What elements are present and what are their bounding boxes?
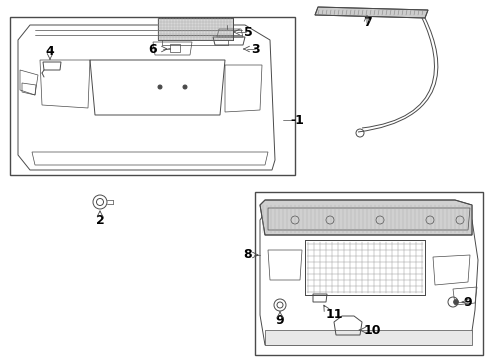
Polygon shape xyxy=(314,7,427,18)
Bar xyxy=(10,17,294,175)
Text: 8: 8 xyxy=(243,248,251,261)
Text: 9: 9 xyxy=(463,296,471,309)
Bar xyxy=(254,192,482,355)
Text: 2: 2 xyxy=(96,213,104,226)
Text: 11: 11 xyxy=(325,307,343,320)
Polygon shape xyxy=(260,200,471,235)
Circle shape xyxy=(158,85,162,89)
Polygon shape xyxy=(264,330,471,345)
Circle shape xyxy=(183,85,186,89)
Text: 4: 4 xyxy=(45,45,54,58)
Text: -1: -1 xyxy=(289,113,304,126)
Bar xyxy=(305,240,424,295)
Text: 7: 7 xyxy=(362,15,370,28)
Bar xyxy=(158,18,232,40)
Text: 5: 5 xyxy=(243,26,252,39)
Text: 3: 3 xyxy=(251,42,260,55)
Circle shape xyxy=(452,300,458,305)
Text: 10: 10 xyxy=(363,324,381,337)
Bar xyxy=(305,240,424,295)
Text: 9: 9 xyxy=(275,314,284,327)
Bar xyxy=(158,18,232,40)
Text: 6: 6 xyxy=(148,42,157,55)
